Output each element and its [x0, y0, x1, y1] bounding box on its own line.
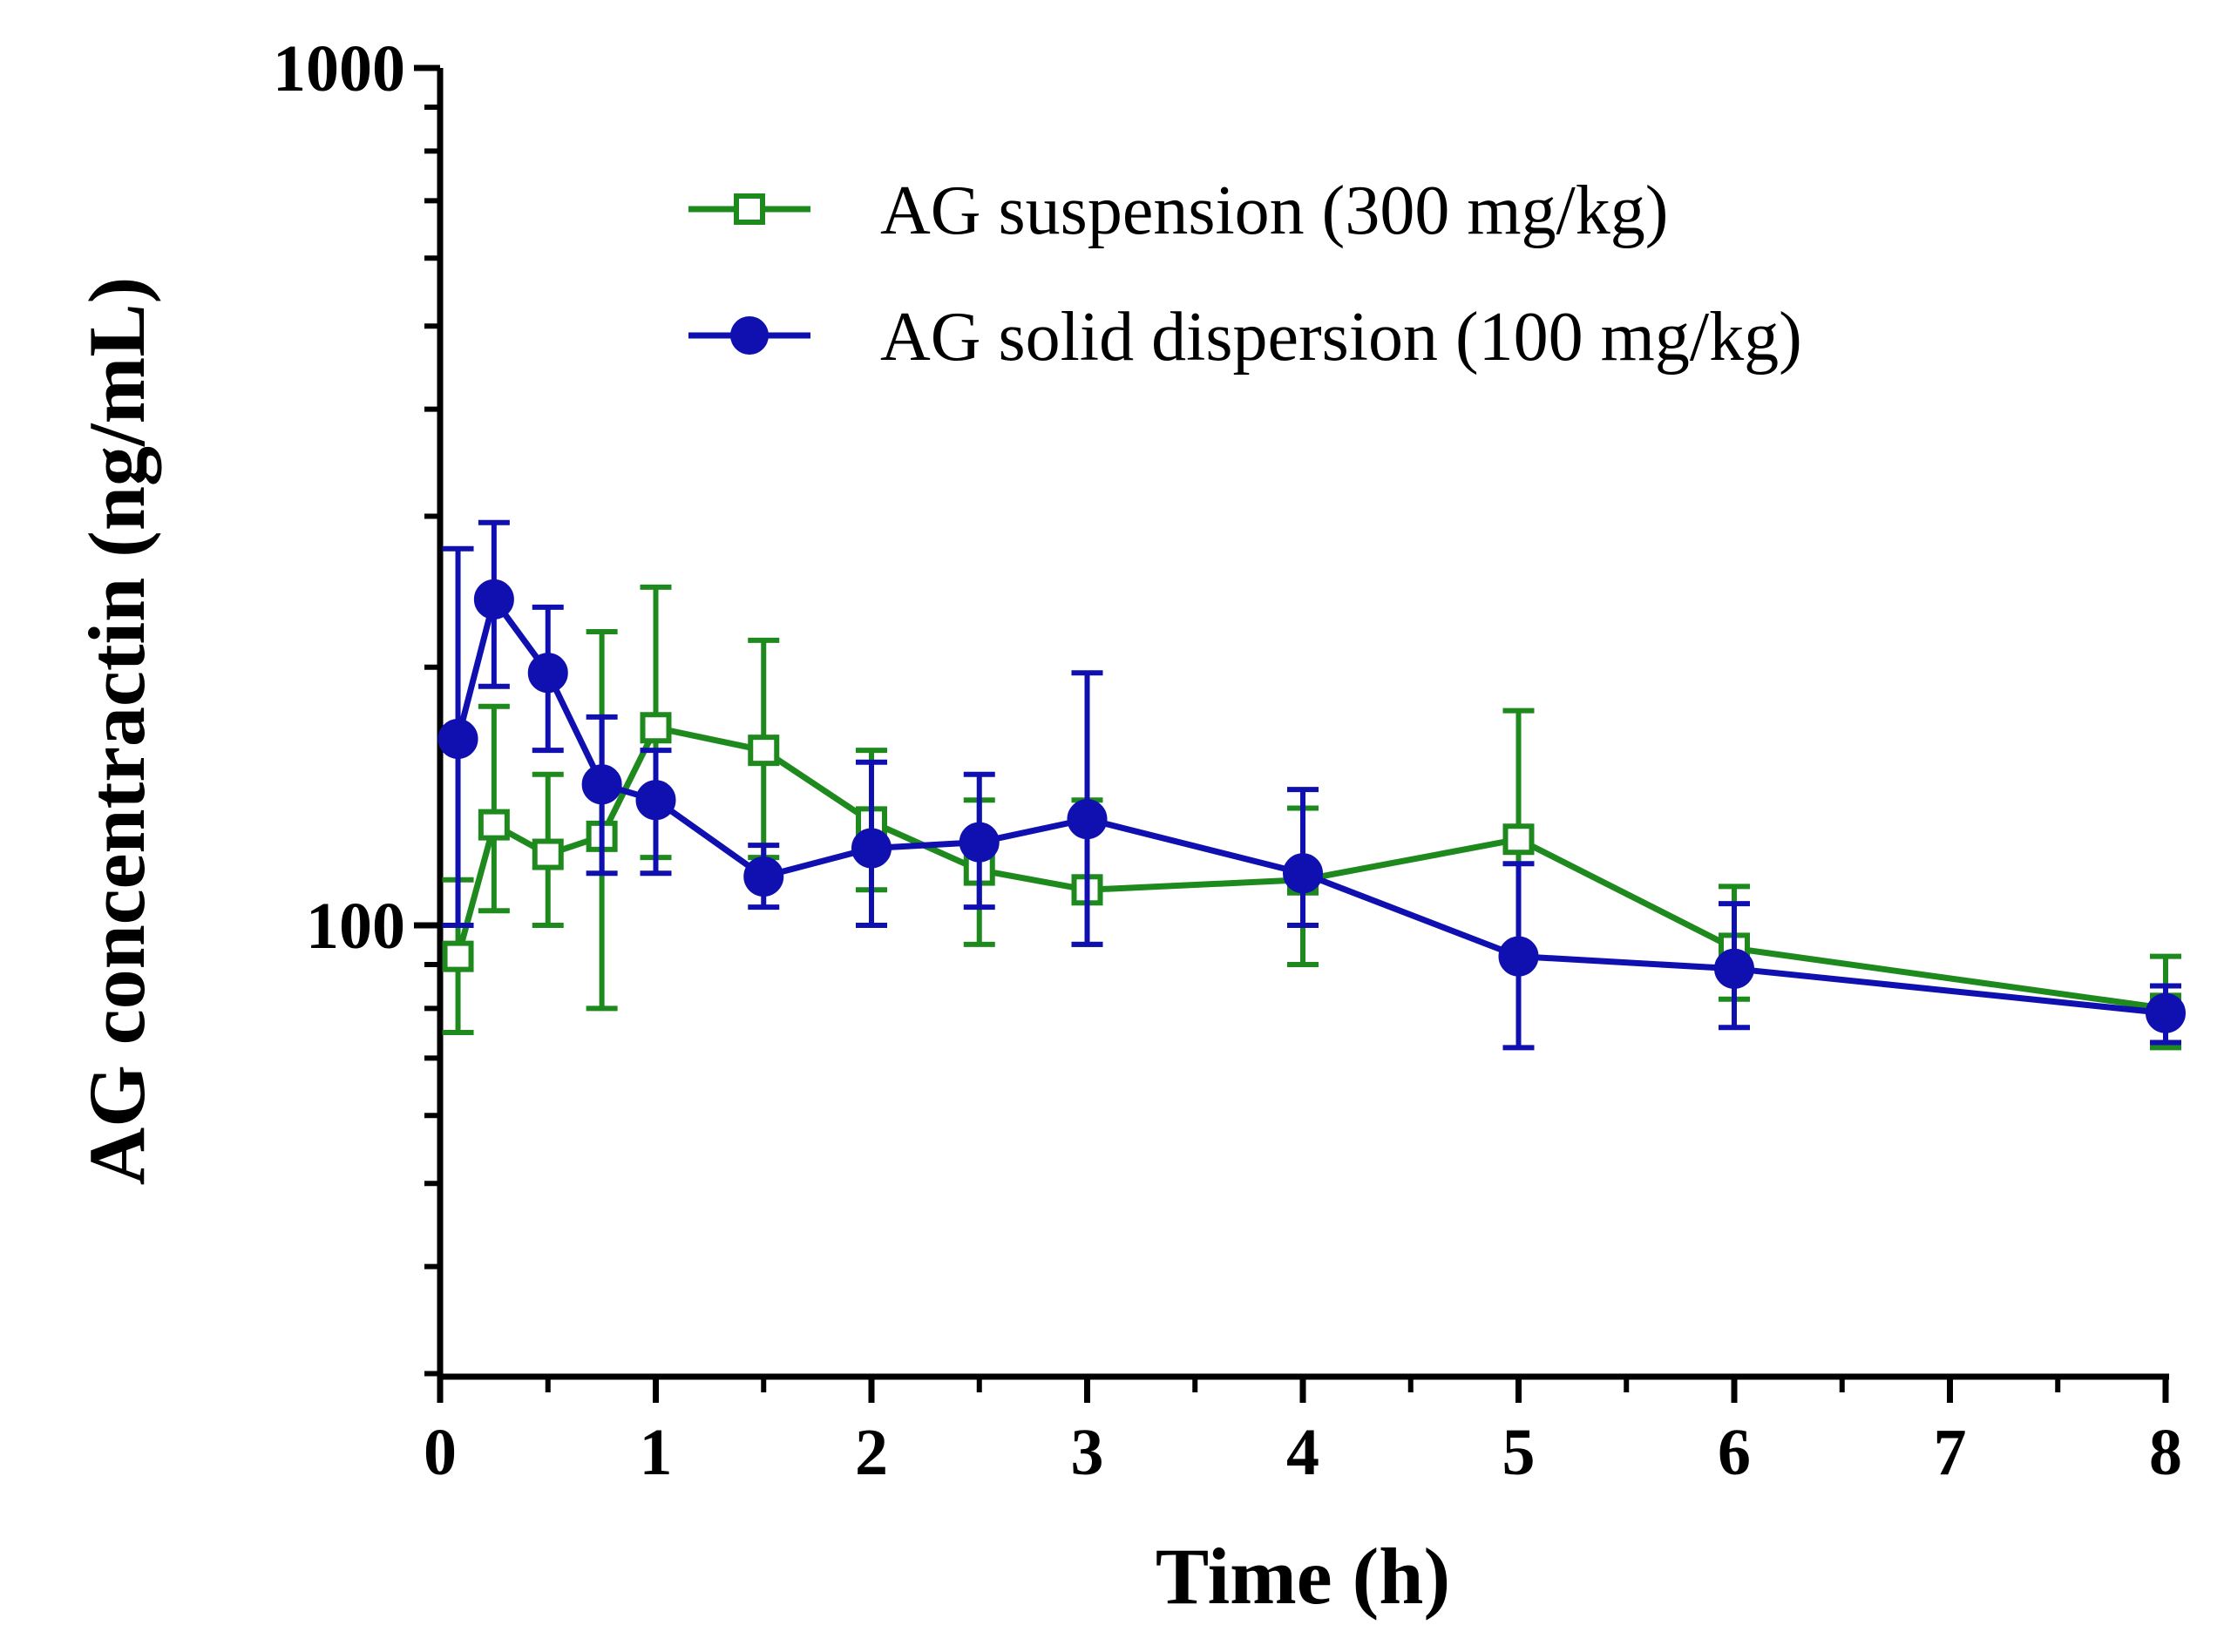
y-tick-label: 100: [306, 890, 405, 963]
data-point: [1502, 823, 1535, 856]
x-tick-label: 2: [855, 1416, 888, 1489]
axes: 100 1000 0 1 2 3 4 5 6 7 8 Time (h) AG concentractin…: [72, 32, 2182, 1621]
y-axis-title: AG concentractin (ng/mL): [72, 277, 161, 1186]
x-tick-label: 5: [1502, 1416, 1536, 1489]
error-bar: [478, 703, 510, 914]
x-tick-label: 0: [424, 1416, 457, 1489]
data-point: [743, 856, 784, 897]
x-tick-label: 6: [1718, 1416, 1751, 1489]
legend-marker: [734, 193, 765, 225]
y-tick-label: 1000: [273, 32, 405, 105]
data-point: [437, 718, 478, 759]
data-point: [1283, 853, 1323, 894]
series-2: [437, 519, 2186, 1051]
legend-label: AG solid dispersion (100 mg/kg): [880, 299, 1802, 376]
data-point: [851, 828, 892, 869]
data-point: [442, 940, 474, 972]
plot-area: [437, 519, 2186, 1051]
data-point: [959, 822, 1000, 863]
x-tick-label: 7: [1934, 1416, 1967, 1489]
data-point: [640, 712, 672, 744]
legend-label: AG suspension (300 mg/kg): [880, 173, 1668, 249]
data-point: [2146, 992, 2186, 1033]
data-point: [478, 809, 510, 841]
x-tick-label: 1: [640, 1416, 673, 1489]
data-point: [527, 653, 568, 694]
legend-marker: [730, 316, 769, 355]
data-point: [635, 780, 676, 821]
legend-item-1: AG suspension (300 mg/kg): [688, 173, 1668, 249]
data-point: [1714, 948, 1754, 989]
legend-item-2: AG solid dispersion (100 mg/kg): [688, 299, 1802, 376]
data-point: [1067, 799, 1108, 840]
data-point: [1498, 936, 1539, 977]
legend: AG suspension (300 mg/kg) AG solid disper…: [688, 173, 1802, 376]
x-axis-title: Time (h): [1156, 1532, 1450, 1621]
x-tick-label: 4: [1286, 1416, 1319, 1489]
data-point: [532, 838, 564, 870]
series-1: [442, 584, 2181, 1051]
x-tick-label: 3: [1071, 1416, 1104, 1489]
data-point: [581, 764, 622, 805]
x-tick-label: 8: [2149, 1416, 2182, 1489]
data-point: [473, 579, 514, 620]
data-point: [748, 735, 780, 767]
